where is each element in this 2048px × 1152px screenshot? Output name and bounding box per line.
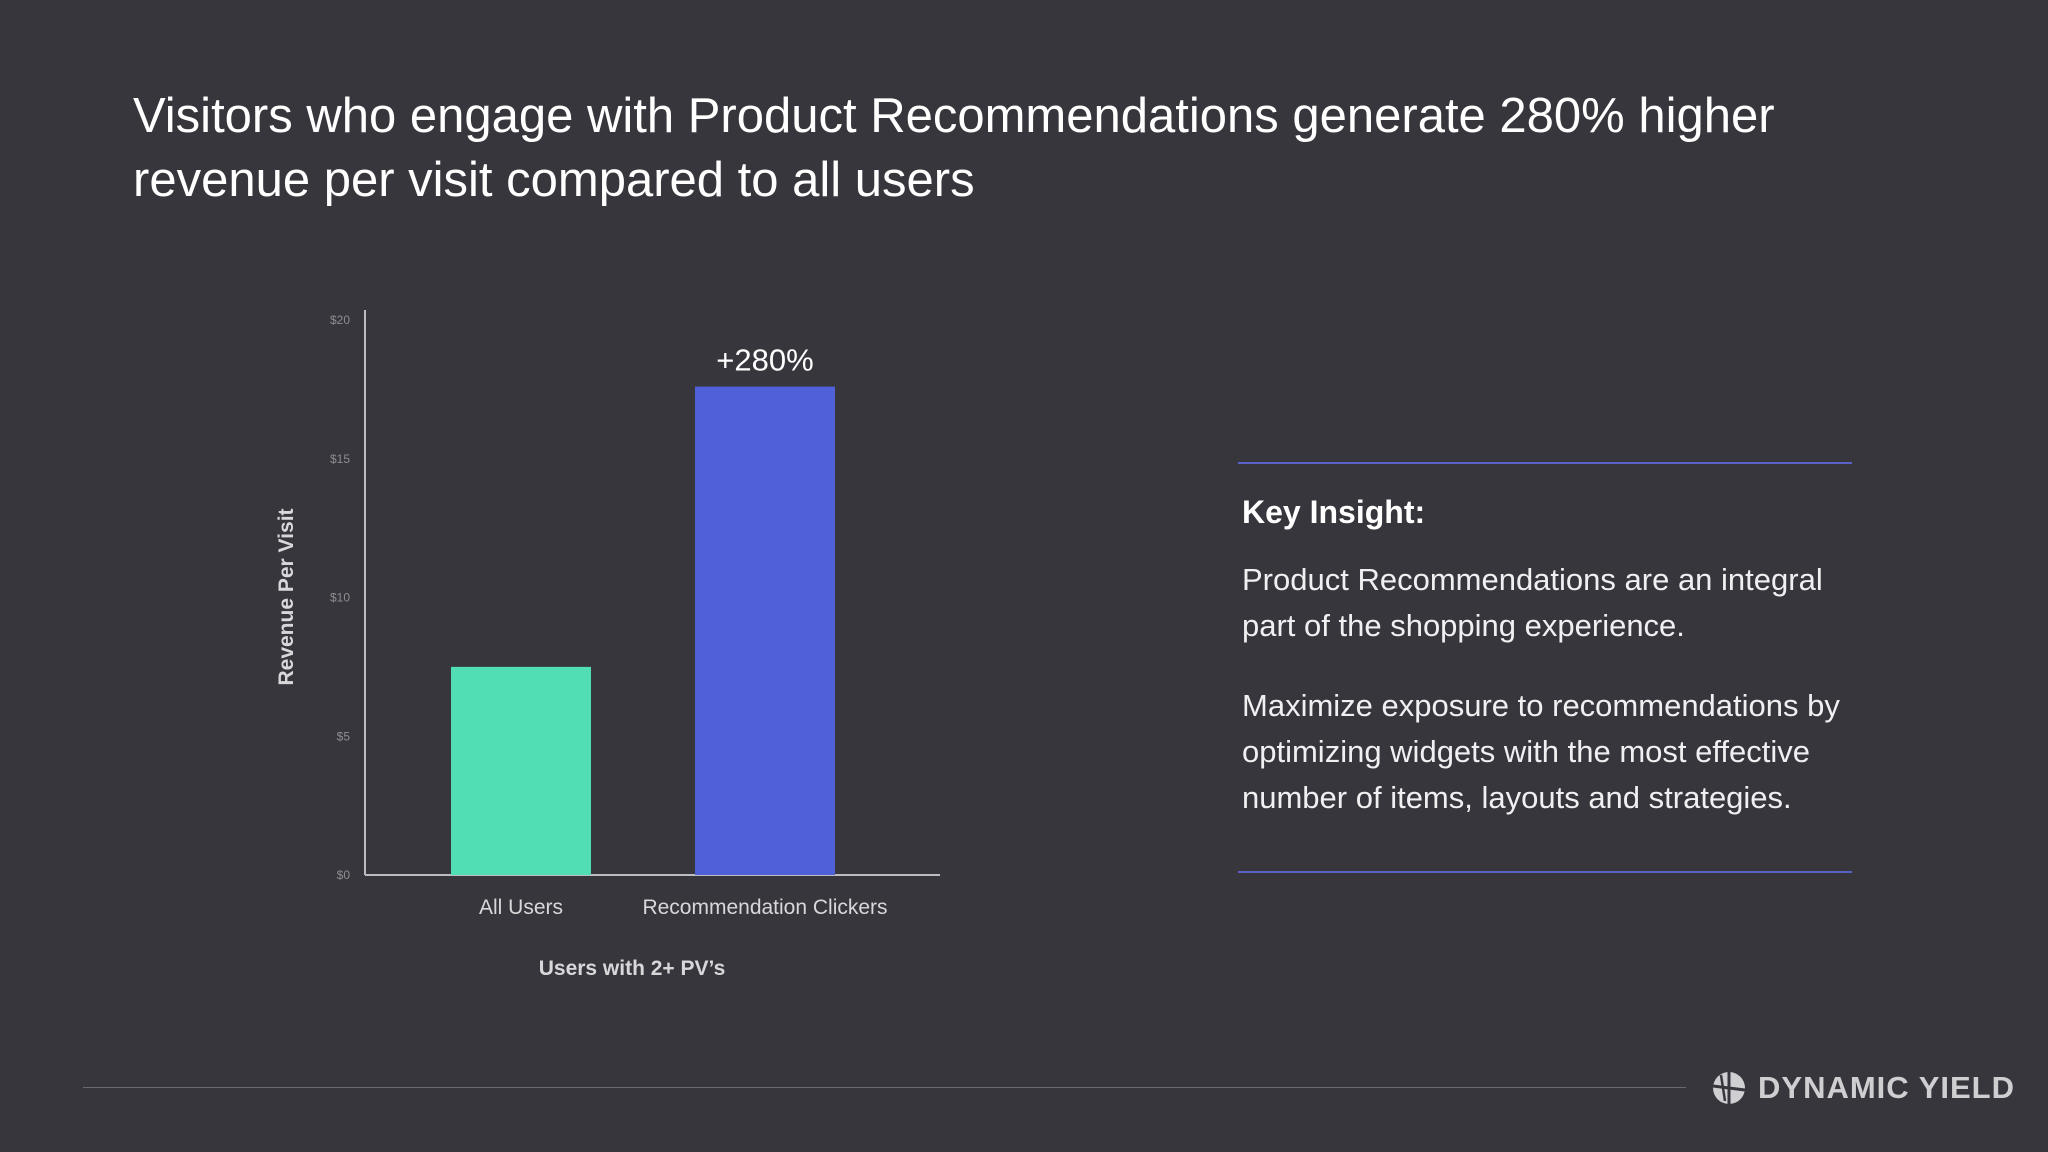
- dynamic-yield-logo: DYNAMIC YIELD: [1712, 1068, 2015, 1108]
- y-tick-label: $15: [330, 452, 350, 466]
- insight-paragraph-1: Product Recommendations are an integral …: [1242, 562, 1823, 643]
- bar-data-label: +280%: [716, 343, 813, 378]
- logo-text: DYNAMIC YIELD: [1758, 1070, 2016, 1105]
- chart-svg: $0 $5 $10 $15 $20 All Users Recommendation Cli…: [275, 310, 940, 980]
- bar-1: [451, 666, 591, 875]
- bar-chart: $0 $5 $10 $15 $20 All Users Recommendation Cli…: [0, 0, 1000, 1050]
- x-category-label: Recommendation Clickers: [642, 896, 887, 919]
- dynamic-yield-logo-icon: [1712, 1072, 1746, 1104]
- y-axis-title: Revenue Per Visit: [275, 508, 298, 685]
- insight-paragraph-2: Maximize exposure to recommendations by …: [1242, 688, 1840, 815]
- key-insight-panel: Key Insight: Product Recommendations are…: [1238, 462, 1852, 873]
- insight-heading: Key Insight:: [1242, 494, 1426, 530]
- y-tick-label: $0: [337, 868, 351, 882]
- footer-divider: [83, 1087, 1686, 1088]
- y-tick-label: $10: [330, 591, 350, 605]
- x-axis-title: Users with 2+ PV’s: [539, 957, 726, 980]
- y-tick-label: $20: [330, 313, 350, 327]
- y-tick-label: $5: [337, 729, 351, 743]
- slide-title: Visitors who engage with Product Recomme…: [133, 89, 1775, 207]
- bar-2: [695, 386, 835, 875]
- x-category-label: All Users: [479, 896, 563, 919]
